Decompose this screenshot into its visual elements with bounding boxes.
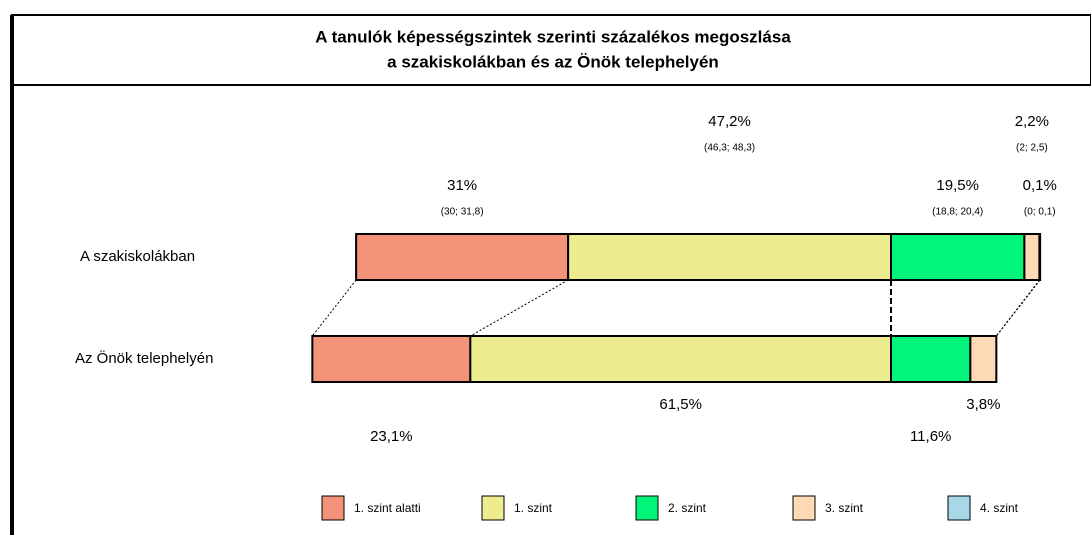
legend-label: 1. szint alatti bbox=[354, 501, 421, 515]
connector bbox=[470, 279, 569, 337]
legend-label: 1. szint bbox=[514, 501, 553, 515]
bar-segment bbox=[1038, 233, 1042, 281]
legend-swatch bbox=[947, 495, 971, 521]
legend-label: 2. szint bbox=[668, 501, 707, 515]
legend-label: 4. szint bbox=[980, 501, 1019, 515]
legend-swatch bbox=[481, 495, 505, 521]
chart-title: a szakiskolákban és az Önök telephelyén bbox=[387, 52, 719, 71]
ci-label: (46,3; 48,3) bbox=[704, 143, 755, 154]
value-label: 19,5% bbox=[936, 177, 979, 194]
ci-label: (2; 2,5) bbox=[1016, 143, 1048, 154]
ci-label: (30; 31,8) bbox=[441, 207, 484, 218]
value-label: 47,2% bbox=[708, 113, 751, 130]
value-label: 3,8% bbox=[966, 396, 1000, 413]
bar-segment bbox=[311, 335, 472, 383]
bar-segment bbox=[469, 335, 892, 383]
value-label: 2,2% bbox=[1015, 113, 1049, 130]
chart-title: A tanulók képességszintek szerinti száza… bbox=[315, 27, 791, 46]
bar-segment bbox=[567, 233, 892, 281]
bar-segment bbox=[890, 335, 972, 383]
legend-label: 3. szint bbox=[825, 501, 864, 515]
value-label: 0,1% bbox=[1023, 177, 1057, 194]
value-label: 31% bbox=[447, 177, 477, 194]
title-box bbox=[11, 14, 1091, 86]
bar-segment bbox=[969, 335, 998, 383]
category-label: A szakiskolákban bbox=[80, 248, 195, 265]
value-label: 61,5% bbox=[659, 396, 702, 413]
ci-label: (0; 0,1) bbox=[1024, 207, 1056, 218]
ci-label: (18,8; 20,4) bbox=[932, 207, 983, 218]
bar-segment bbox=[355, 233, 570, 281]
connector bbox=[995, 279, 1041, 337]
legend-swatch bbox=[635, 495, 659, 521]
bar-segment bbox=[890, 233, 1026, 281]
value-label: 11,6% bbox=[910, 428, 951, 445]
connector bbox=[311, 279, 357, 337]
bar-segment bbox=[1023, 233, 1041, 281]
legend-swatch bbox=[321, 495, 345, 521]
category-label: Az Önök telephelyén bbox=[75, 349, 213, 367]
legend-swatch bbox=[792, 495, 816, 521]
value-label: 23,1% bbox=[370, 428, 413, 445]
